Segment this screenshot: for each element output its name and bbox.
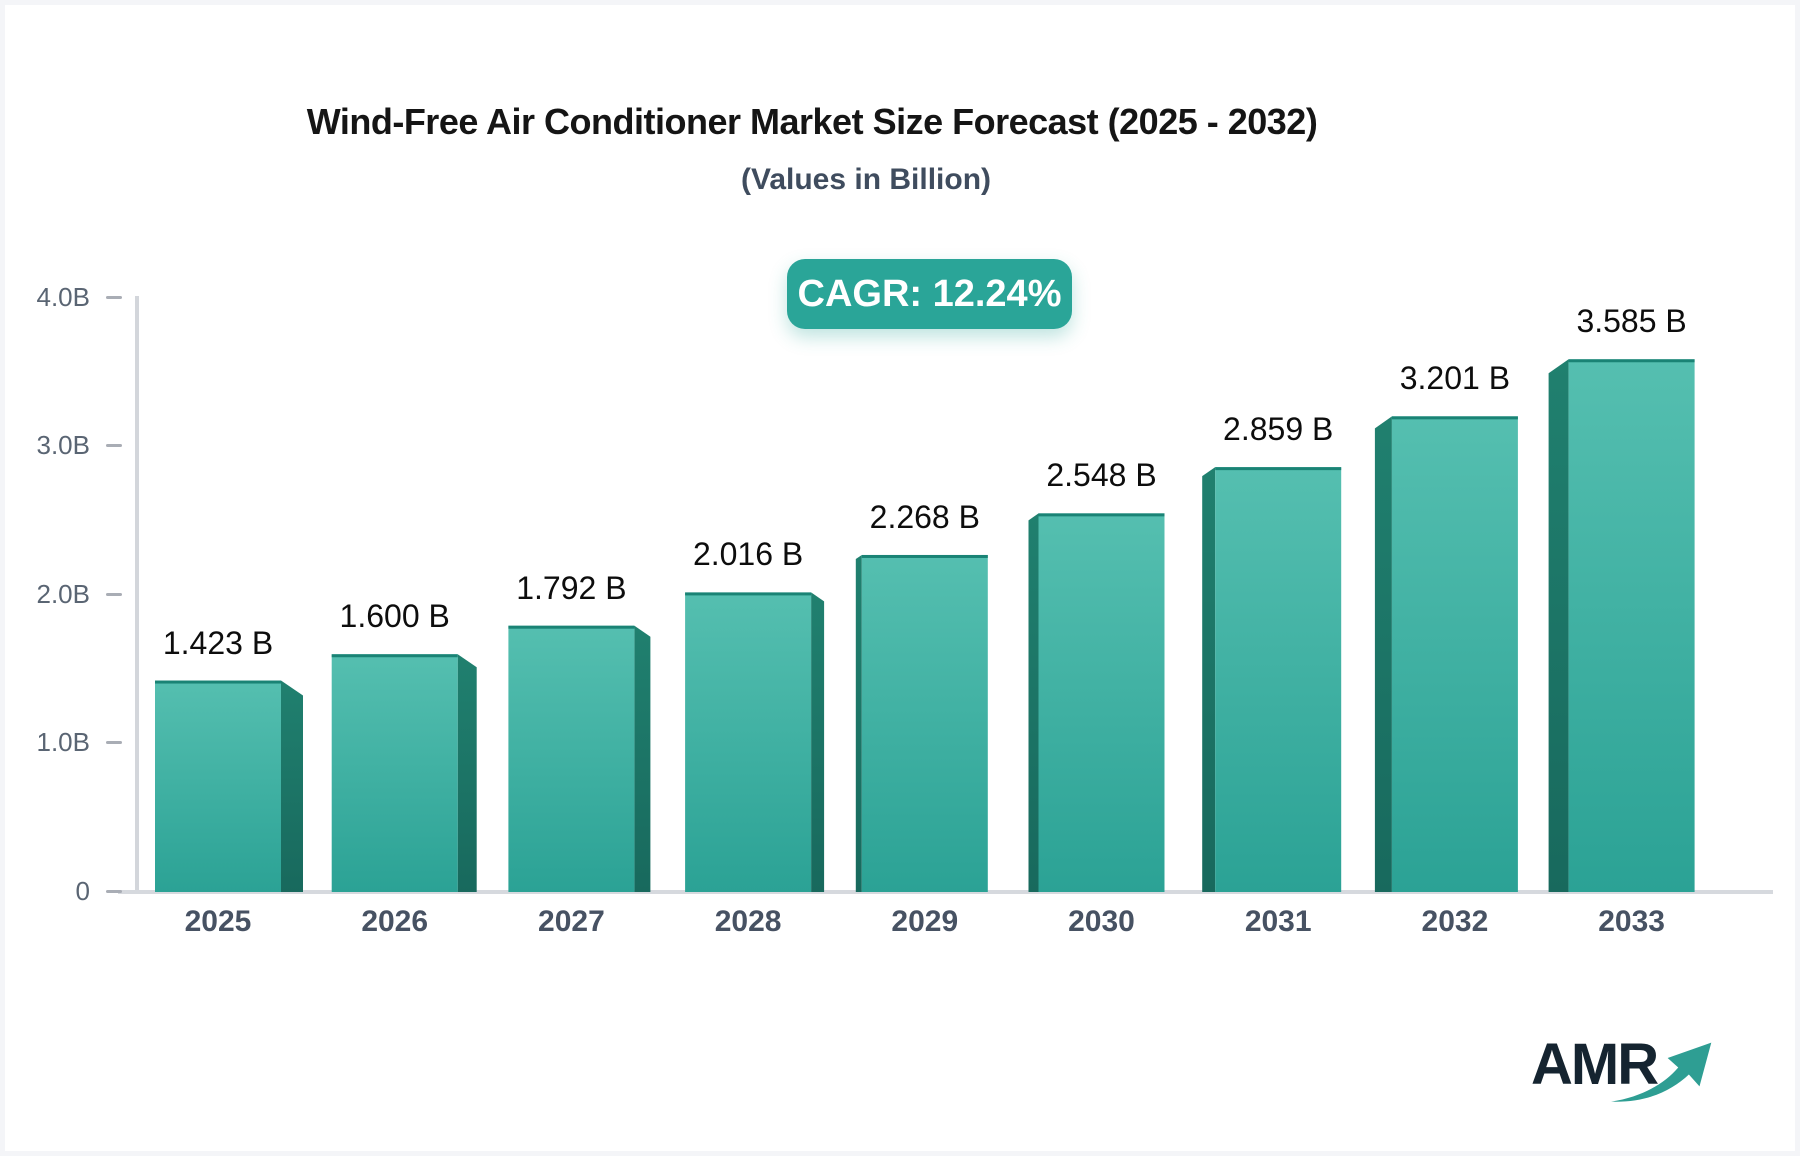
amr-logo: AMR — [1531, 1035, 1741, 1117]
y-axis-label: 3.0B — [36, 430, 91, 461]
bar-value-label: 2.859 B — [1223, 411, 1334, 448]
bar-value-label: 1.792 B — [516, 569, 627, 606]
y-axis-tick — [106, 741, 122, 745]
amr-logo-text: AMR — [1531, 1032, 1659, 1097]
bar-2029 — [861, 554, 988, 892]
bar-value-label: 2.016 B — [692, 536, 804, 573]
bar-side-face — [1202, 467, 1216, 892]
bar-value-label: 3.585 B — [1576, 303, 1687, 340]
x-axis-label-2030: 2030 — [1068, 905, 1135, 938]
y-axis-tick — [106, 592, 122, 596]
bar-top-edge — [155, 680, 281, 684]
chart-subtitle: (Values in Billion) — [740, 163, 992, 196]
y-axis-tick — [106, 890, 122, 893]
bar-2026 — [331, 654, 458, 892]
y-axis-label: 0 — [75, 876, 90, 906]
bar-top-edge — [1568, 359, 1695, 363]
y-axis-label: 4.0B — [36, 281, 91, 312]
x-axis-line — [118, 890, 1773, 894]
bar-top-edge — [1038, 513, 1165, 517]
bar-side-face — [855, 554, 862, 892]
bar-side-face — [1028, 513, 1039, 892]
bar-2027 — [508, 625, 635, 892]
bar-side-face — [634, 625, 651, 892]
y-axis-label: 1.0B — [36, 727, 91, 758]
x-axis-label-2026: 2026 — [361, 905, 429, 938]
bar-side-face — [1374, 416, 1392, 892]
bar-side-face — [811, 592, 825, 892]
x-axis-label-2031: 2031 — [1244, 905, 1312, 938]
x-axis-label-2028: 2028 — [714, 905, 782, 938]
bar-2032 — [1391, 416, 1518, 892]
bar-side-face — [1548, 359, 1569, 892]
bar-top-edge — [861, 554, 988, 558]
bar-value-label: 2.548 B — [1046, 457, 1157, 494]
bar-2031 — [1215, 467, 1342, 892]
bar-2030 — [1038, 513, 1165, 892]
bar-value-label: 3.201 B — [1399, 360, 1511, 397]
x-axis-label-2033: 2033 — [1598, 905, 1665, 938]
bar-top-edge — [685, 592, 812, 596]
bar-top-edge — [331, 654, 458, 658]
x-axis-label-2029: 2029 — [891, 905, 959, 938]
x-axis-label-2032: 2032 — [1421, 905, 1489, 938]
bar-value-label: 1.423 B — [162, 624, 274, 661]
cagr-badge: CAGR: 12.24% — [787, 259, 1072, 329]
bar-value-label: 2.268 B — [869, 498, 980, 535]
bar-side-face — [457, 654, 477, 892]
x-axis-label-2027: 2027 — [538, 905, 605, 938]
x-axis-label-2025: 2025 — [184, 905, 252, 938]
bar-top-edge — [1215, 467, 1342, 471]
bar-2033 — [1568, 359, 1695, 892]
bar-top-edge — [508, 625, 635, 629]
y-axis-line — [135, 296, 139, 892]
bar-value-label: 1.600 B — [339, 598, 450, 635]
growth-arrow-icon — [1611, 1042, 1712, 1102]
bar-2028 — [685, 592, 812, 892]
y-axis-tick — [106, 444, 122, 448]
bar-2025 — [155, 680, 281, 892]
bar-top-edge — [1391, 416, 1518, 420]
bar-side-face — [281, 680, 303, 892]
y-axis-tick — [106, 295, 122, 299]
chart-title: Wind-Free Air Conditioner Market Size Fo… — [306, 101, 1318, 142]
cagr-badge-label: CAGR: 12.24% — [797, 272, 1062, 315]
y-axis-label: 2.0B — [36, 578, 91, 609]
